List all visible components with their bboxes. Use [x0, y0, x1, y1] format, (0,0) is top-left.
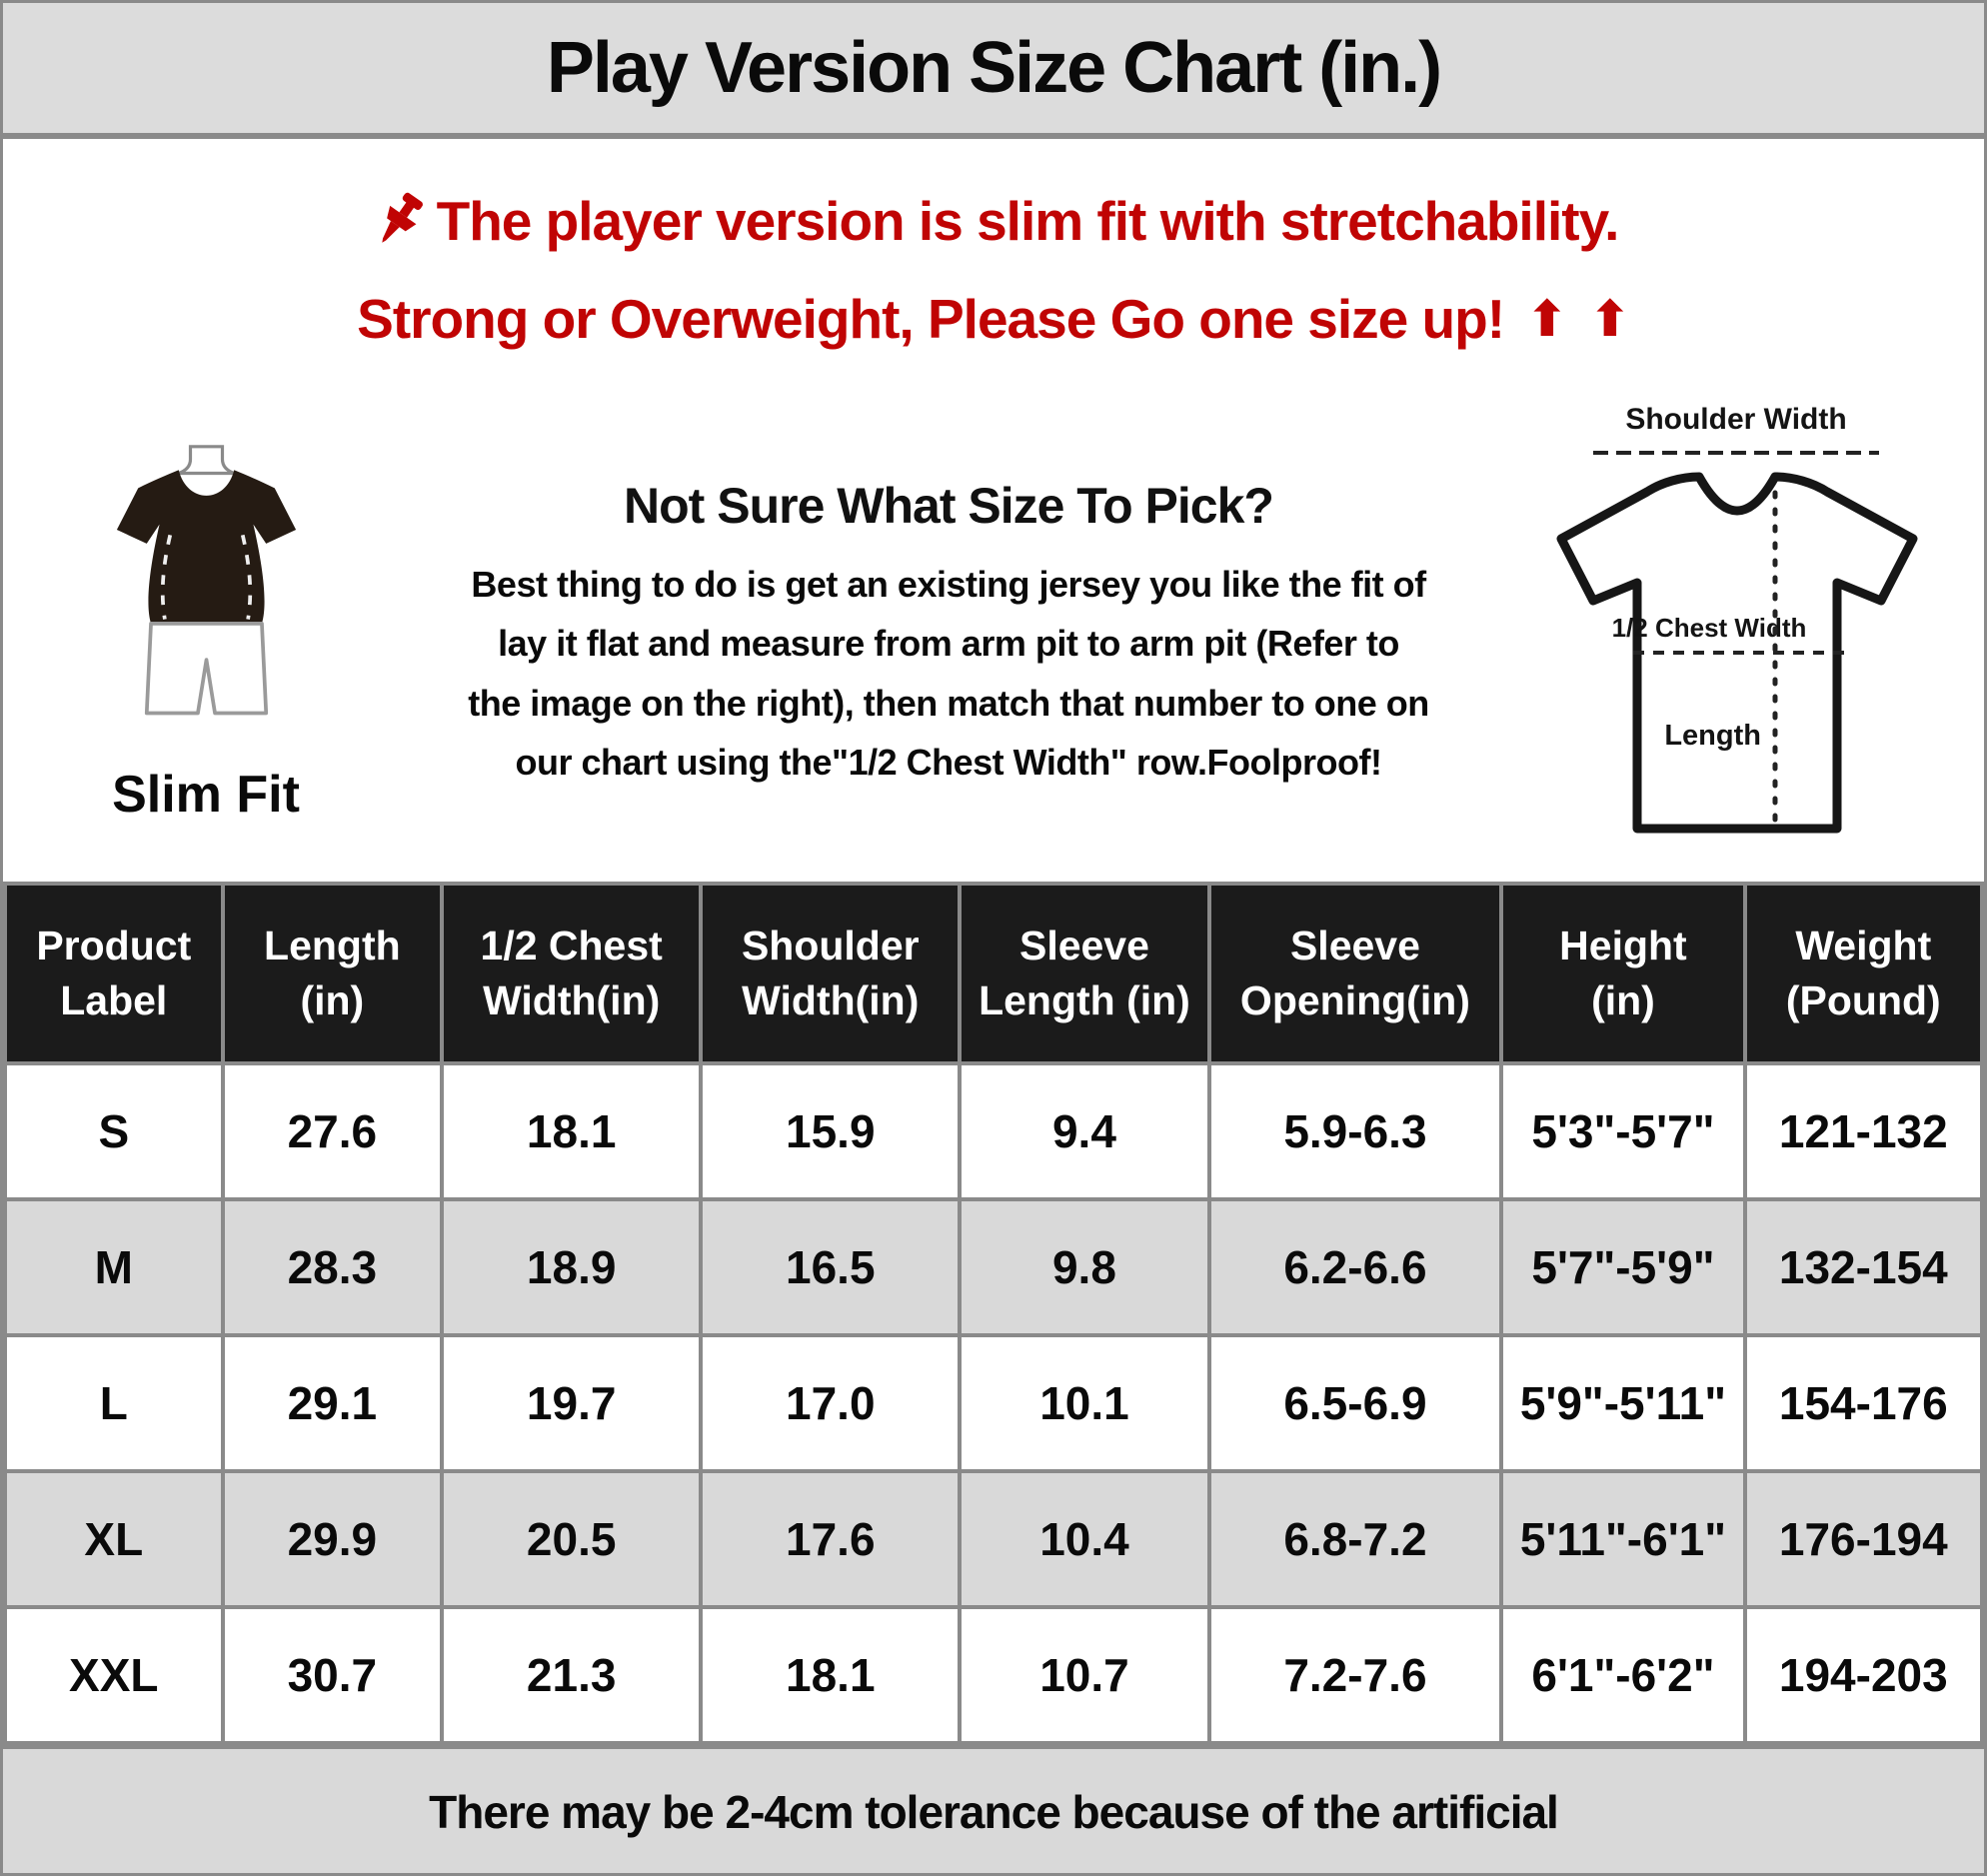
table-cell: 10.4 — [958, 1469, 1211, 1609]
column-header: Length (in) — [220, 882, 445, 1065]
notice-text-1: The player version is slim fit with stre… — [436, 189, 1620, 252]
table-cell: 7.2-7.6 — [1206, 1605, 1504, 1745]
table-cell: 132-154 — [1742, 1197, 1984, 1337]
column-header: Weight (Pound) — [1742, 882, 1984, 1065]
table-cell: S — [3, 1061, 225, 1201]
table-cell: 15.9 — [699, 1061, 963, 1201]
table-cell: 17.0 — [699, 1333, 963, 1473]
table-cell: 176-194 — [1742, 1469, 1984, 1609]
table-cell: 18.1 — [440, 1061, 704, 1201]
table-cell: 6'1"-6'2" — [1499, 1605, 1747, 1745]
notice-line-2: Strong or Overweight, Please Go one size… — [357, 287, 1631, 350]
table-cell: 18.1 — [699, 1605, 963, 1745]
column-header: Height (in) — [1499, 882, 1747, 1065]
table-cell: 17.6 — [699, 1469, 963, 1609]
table-cell: 19.7 — [440, 1333, 704, 1473]
table-cell: 18.9 — [440, 1197, 704, 1337]
table-cell: 5.9-6.3 — [1206, 1061, 1504, 1201]
page-title: Play Version Size Chart (in.) — [546, 28, 1442, 108]
table-row: S 27.6 18.1 15.9 9.4 5.9-6.3 5'3"-5'7" 121-132 — [3, 1061, 1984, 1201]
table-row: L 29.1 19.7 17.0 10.1 6.5-6.9 5'9"-5'11" 154-17… — [3, 1333, 1984, 1473]
measure-diagram: Shoulder Width 1/2 Chest Width Length — [1516, 397, 1956, 872]
column-header: Sleeve Length (in) — [958, 882, 1211, 1065]
table-cell: 28.3 — [220, 1197, 445, 1337]
column-header: 1/2 Chest Width(in) — [440, 882, 704, 1065]
table-cell: 5'9"-5'11" — [1499, 1333, 1747, 1473]
table-cell: XL — [3, 1469, 225, 1609]
table-cell: 6.2-6.6 — [1206, 1197, 1504, 1337]
size-table-header-row: Product Label Length (in) 1/2 Chest Width(… — [3, 882, 1984, 1065]
table-cell: 29.1 — [220, 1333, 445, 1473]
notice-section: The player version is slim fit with stre… — [3, 139, 1984, 387]
guide-heading: Not Sure What Size To Pick? — [624, 477, 1274, 534]
table-cell: 30.7 — [220, 1605, 445, 1745]
column-header: Shoulder Width(in) — [699, 882, 963, 1065]
table-cell: 5'3"-5'7" — [1499, 1061, 1747, 1201]
column-header: Sleeve Opening(in) — [1206, 882, 1504, 1065]
slim-fit-figure: Slim Fit — [31, 434, 381, 825]
table-cell: 6.8-7.2 — [1206, 1469, 1504, 1609]
up-arrow-icon: ⬆ — [1588, 289, 1631, 348]
table-cell: 27.6 — [220, 1061, 445, 1201]
table-cell: 29.9 — [220, 1469, 445, 1609]
size-table: Product Label Length (in) 1/2 Chest Width(… — [3, 882, 1984, 1745]
table-cell: 9.4 — [958, 1061, 1211, 1201]
table-cell: M — [3, 1197, 225, 1337]
table-row: M 28.3 18.9 16.5 9.8 6.2-6.6 5'7"-5'9" 132-154 — [3, 1197, 1984, 1337]
pushpin-icon — [369, 189, 433, 253]
table-cell: 21.3 — [440, 1605, 704, 1745]
notice-text-2: Strong or Overweight, Please Go one size… — [357, 287, 1505, 350]
table-cell: XXL — [3, 1605, 225, 1745]
title-bar: Play Version Size Chart (in.) — [3, 3, 1984, 139]
slim-fit-label: Slim Fit — [112, 766, 300, 824]
table-cell: 16.5 — [699, 1197, 963, 1337]
table-cell: 194-203 — [1742, 1605, 1984, 1745]
table-row: XXL 30.7 21.3 18.1 10.7 7.2-7.6 6'1"-6'2" 194-2… — [3, 1605, 1984, 1745]
table-cell: 6.5-6.9 — [1206, 1333, 1504, 1473]
table-cell: 20.5 — [440, 1469, 704, 1609]
tolerance-note: There may be 2-4cm tolerance because of … — [3, 1745, 1984, 1873]
length-label: Length — [1664, 720, 1761, 752]
tolerance-note-text: There may be 2-4cm tolerance because of … — [429, 1785, 1559, 1838]
table-cell: 5'7"-5'9" — [1499, 1197, 1747, 1337]
table-cell: 154-176 — [1742, 1333, 1984, 1473]
shoulder-width-label: Shoulder Width — [1625, 403, 1846, 436]
table-cell: L — [3, 1333, 225, 1473]
column-header: Product Label — [3, 882, 225, 1065]
size-table-body: S 27.6 18.1 15.9 9.4 5.9-6.3 5'3"-5'7" 121-132 M… — [3, 1061, 1984, 1745]
guide-section: Slim Fit Not Sure What Size To Pick? Bes… — [3, 387, 1984, 882]
table-row: XL 29.9 20.5 17.6 10.4 6.8-7.2 5'11"-6'1" 176-1… — [3, 1469, 1984, 1609]
tshirt-measure-diagram-icon: Shoulder Width 1/2 Chest Width Length — [1521, 397, 1951, 872]
guide-text-block: Not Sure What Size To Pick? Best thing t… — [381, 477, 1516, 793]
table-cell: 10.7 — [958, 1605, 1211, 1745]
guide-body: Best thing to do is get an existing jers… — [468, 563, 1429, 783]
table-cell: 10.1 — [958, 1333, 1211, 1473]
table-cell: 5'11"-6'1" — [1499, 1469, 1747, 1609]
up-arrow-icon: ⬆ — [1526, 289, 1568, 348]
table-cell: 9.8 — [958, 1197, 1211, 1337]
notice-line-1: The player version is slim fit with stre… — [369, 189, 1619, 253]
table-cell: 121-132 — [1742, 1061, 1984, 1201]
slim-fit-shirt-illustration — [89, 434, 324, 759]
